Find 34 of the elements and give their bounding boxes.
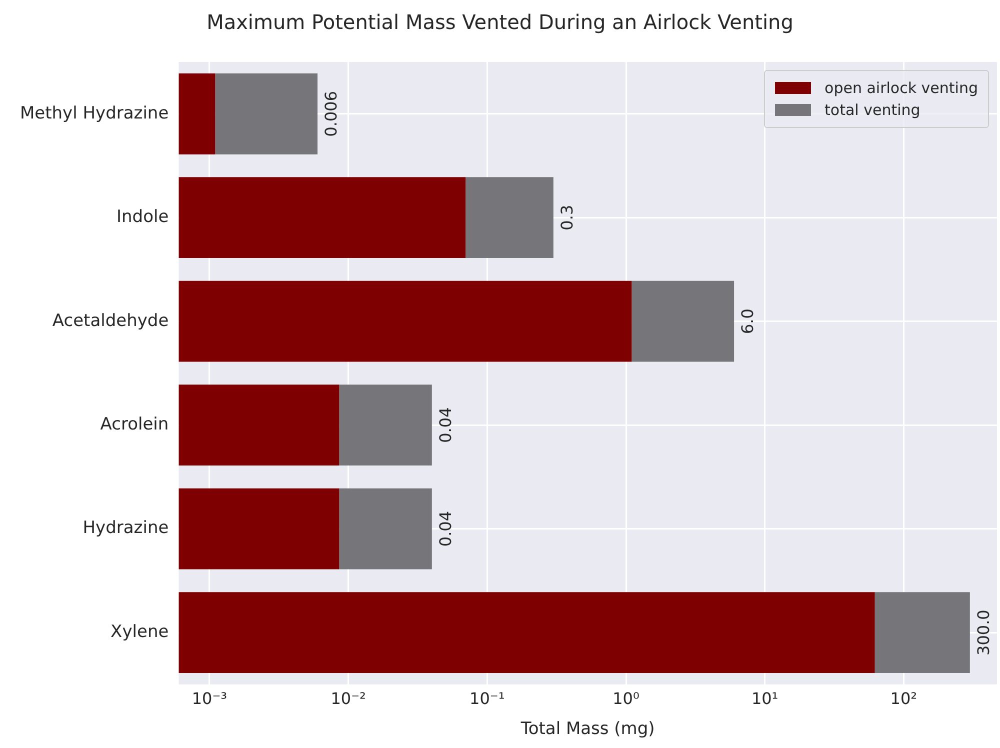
y-tick-label: Indole (116, 207, 169, 228)
bar (874, 592, 970, 673)
legend-label: open airlock venting (824, 79, 978, 97)
bar (178, 488, 340, 570)
total-label: 6.0 (738, 308, 758, 334)
x-tick-label: 10⁻³ (192, 689, 228, 708)
x-axis-title: Total Mass (mg) (520, 719, 655, 740)
bar (466, 177, 554, 258)
total-label: 0.04 (436, 510, 456, 547)
y-tick-label: Methyl Hydrazine (20, 103, 169, 124)
x-tick-label: 10⁻² (330, 689, 366, 708)
bar (178, 73, 216, 154)
bar (178, 384, 340, 466)
y-tick-label: Acrolein (100, 414, 169, 434)
legend-label: total venting (824, 101, 920, 119)
bar (178, 280, 632, 362)
total-label: 0.04 (436, 407, 456, 443)
total-label: 0.3 (558, 204, 577, 230)
y-tick-label: Acetaldehyde (52, 310, 169, 331)
x-tick-label: 10¹ (751, 689, 778, 708)
y-tick-label: Hydrazine (82, 518, 169, 538)
x-tick-label: 10² (890, 689, 918, 708)
bar (178, 592, 875, 673)
bar (339, 488, 432, 570)
chart-title: Maximum Potential Mass Vented During an Airlock Venting (206, 10, 794, 34)
bar (339, 384, 432, 466)
bar (632, 280, 734, 362)
total-label: 300.0 (974, 610, 994, 656)
bar (215, 73, 318, 154)
y-tick-label: Xylene (110, 622, 169, 642)
total-label: 0.006 (322, 90, 341, 137)
bar (178, 177, 466, 258)
x-tick-label: 10⁰ (612, 689, 640, 708)
x-tick-label: 10⁻¹ (470, 689, 505, 708)
